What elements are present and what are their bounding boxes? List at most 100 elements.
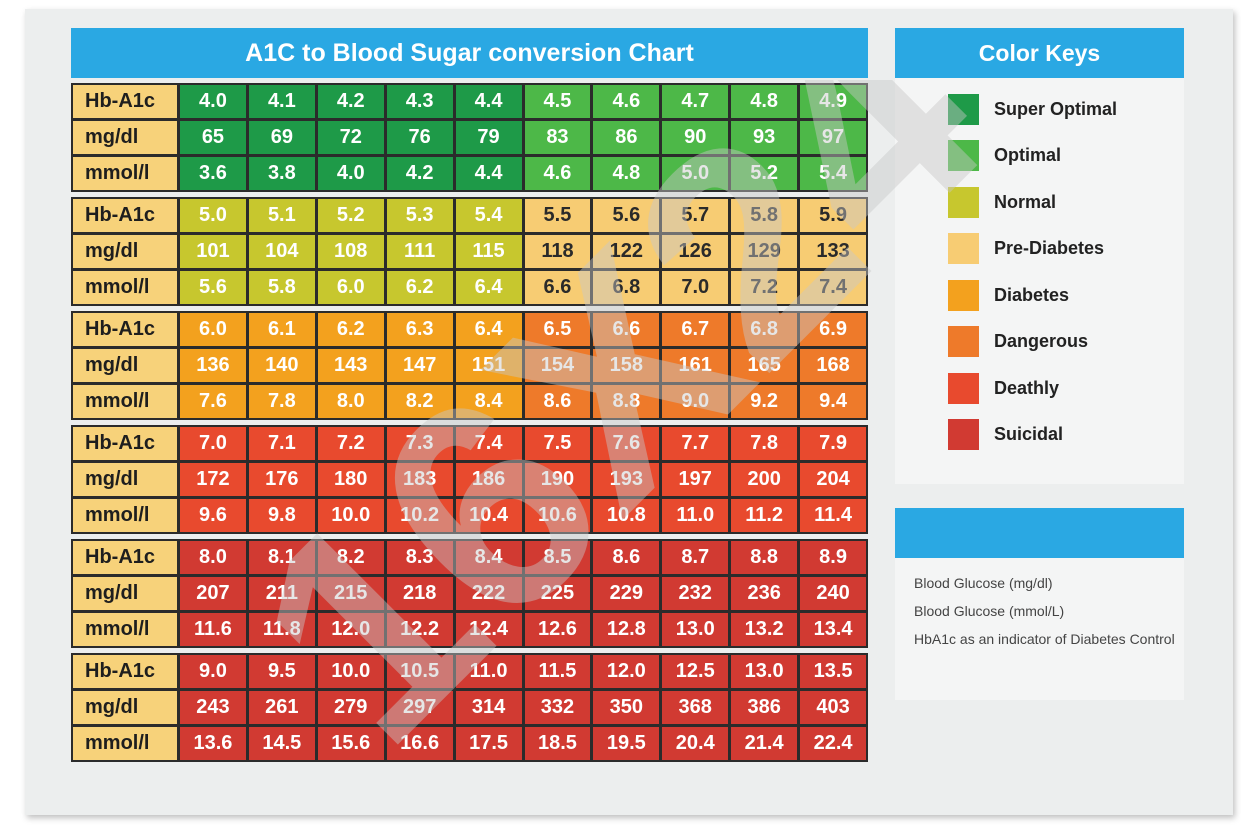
value-cell-mmol: 11.6 [180, 613, 246, 646]
value-cell-mgdl: 403 [800, 691, 866, 724]
color-key-label: Diabetes [994, 284, 1070, 305]
row-label: mmol/l [73, 499, 177, 532]
value-cell-mgdl: 122 [593, 235, 660, 268]
value-cell-a1c: 7.9 [800, 427, 866, 460]
color-swatch [948, 279, 979, 311]
value-cell-mgdl: 314 [455, 691, 522, 724]
value-cell-a1c: 5.9 [800, 199, 866, 232]
value-cell-a1c: 7.2 [317, 427, 384, 460]
value-cell-a1c: 5.2 [317, 199, 384, 232]
value-cell-mmol: 4.4 [455, 157, 522, 190]
value-cell-mmol: 22.4 [800, 727, 866, 760]
value-cell-mgdl: 186 [455, 463, 522, 496]
color-key-item: Super Optimal [948, 93, 1117, 125]
value-cell-mgdl: 243 [180, 691, 246, 724]
info-header-bar [895, 508, 1184, 558]
value-cell-mgdl: 176 [248, 463, 315, 496]
value-cell-mgdl: 151 [455, 349, 522, 382]
table-block: Hb-A1c 4.0 4.1 4.2 4.3 4.4 4.5 4.6 4.7 4.8 4.9 mg/d… [71, 83, 868, 192]
value-cell-a1c: 7.7 [662, 427, 729, 460]
color-keys-panel: Super Optimal Optimal Normal Pre-Diabetes Di… [895, 78, 1184, 484]
value-cell-mmol: 3.8 [248, 157, 315, 190]
value-cell-mmol: 15.6 [317, 727, 384, 760]
value-cell-mmol: 7.0 [662, 271, 729, 304]
value-cell-a1c: 11.0 [455, 655, 522, 688]
value-cell-a1c: 7.0 [180, 427, 246, 460]
value-cell-mmol: 16.6 [386, 727, 453, 760]
value-cell-a1c: 4.5 [524, 85, 591, 118]
table-block: Hb-A1c 6.0 6.1 6.2 6.3 6.4 6.5 6.6 6.7 6.8 6.9 mg/d… [71, 311, 868, 420]
value-cell-mgdl: 350 [593, 691, 660, 724]
value-cell-a1c: 4.1 [248, 85, 315, 118]
color-key-item: Normal [948, 186, 1056, 218]
row-label: mg/dl [73, 577, 177, 610]
color-swatch [948, 140, 979, 171]
value-cell-mmol: 5.6 [180, 271, 246, 304]
value-cell-mmol: 9.2 [731, 385, 798, 418]
value-cell-a1c: 5.1 [248, 199, 315, 232]
value-cell-a1c: 4.0 [180, 85, 246, 118]
value-cell-mgdl: 90 [662, 121, 729, 154]
value-cell-a1c: 6.5 [524, 313, 591, 346]
value-cell-mgdl: 297 [386, 691, 453, 724]
value-cell-mmol: 4.0 [317, 157, 384, 190]
value-cell-mmol: 4.8 [593, 157, 660, 190]
value-cell-mgdl: 140 [248, 349, 315, 382]
value-cell-a1c: 6.1 [248, 313, 315, 346]
value-cell-a1c: 12.5 [662, 655, 729, 688]
value-cell-mgdl: 126 [662, 235, 729, 268]
value-cell-a1c: 5.0 [180, 199, 246, 232]
value-cell-a1c: 7.6 [593, 427, 660, 460]
color-swatch [948, 93, 979, 125]
color-key-label: Optimal [994, 145, 1062, 165]
color-key-label: Normal [994, 191, 1057, 212]
value-cell-mmol: 3.6 [180, 157, 246, 190]
value-cell-a1c: 8.9 [800, 541, 866, 574]
value-cell-mmol: 11.4 [800, 499, 866, 532]
value-cell-mmol: 5.2 [731, 157, 798, 190]
value-cell-mmol: 12.0 [317, 613, 384, 646]
color-key-label: Super Optimal [994, 98, 1118, 119]
value-cell-mmol: 8.0 [317, 385, 384, 418]
value-cell-a1c: 6.3 [386, 313, 453, 346]
value-cell-a1c: 10.0 [317, 655, 384, 688]
row-label: mmol/l [73, 727, 177, 760]
value-cell-mmol: 11.2 [731, 499, 798, 532]
value-cell-a1c: 6.7 [662, 313, 729, 346]
value-cell-mmol: 9.4 [800, 385, 866, 418]
value-cell-a1c: 7.5 [524, 427, 591, 460]
row-label: Hb-A1c [73, 313, 177, 346]
value-cell-a1c: 8.3 [386, 541, 453, 574]
value-cell-a1c: 7.4 [455, 427, 522, 460]
value-cell-a1c: 6.9 [800, 313, 866, 346]
value-cell-mmol: 12.8 [593, 613, 660, 646]
value-cell-mmol: 6.2 [386, 271, 453, 304]
value-cell-mmol: 14.5 [248, 727, 315, 760]
color-key-label: Suicidal [994, 424, 1064, 444]
value-cell-a1c: 9.5 [248, 655, 315, 688]
value-cell-mmol: 5.0 [662, 157, 729, 190]
value-cell-mmol: 18.5 [524, 727, 591, 760]
value-cell-mmol: 9.6 [180, 499, 246, 532]
value-cell-mgdl: 172 [180, 463, 246, 496]
value-cell-a1c: 10.5 [386, 655, 453, 688]
value-cell-mmol: 13.4 [800, 613, 866, 646]
value-cell-a1c: 8.4 [455, 541, 522, 574]
value-cell-mmol: 13.2 [731, 613, 798, 646]
value-cell-mgdl: 183 [386, 463, 453, 496]
value-cell-a1c: 6.6 [593, 313, 660, 346]
value-cell-mgdl: 180 [317, 463, 384, 496]
value-cell-a1c: 8.0 [180, 541, 246, 574]
info-line-hba1c: HbA1c as an indicator of Diabetes Contro… [914, 631, 1175, 647]
value-cell-mgdl: 118 [524, 235, 591, 268]
value-cell-mmol: 19.5 [593, 727, 660, 760]
value-cell-a1c: 5.6 [593, 199, 660, 232]
value-cell-mmol: 8.6 [524, 385, 591, 418]
value-cell-a1c: 9.0 [180, 655, 246, 688]
color-key-label: Pre-Diabetes [994, 238, 1105, 258]
color-swatch [948, 186, 979, 218]
color-key-item: Diabetes [948, 279, 1069, 311]
value-cell-mgdl: 190 [524, 463, 591, 496]
color-keys-title: Color Keys [895, 28, 1184, 78]
value-cell-a1c: 13.5 [800, 655, 866, 688]
